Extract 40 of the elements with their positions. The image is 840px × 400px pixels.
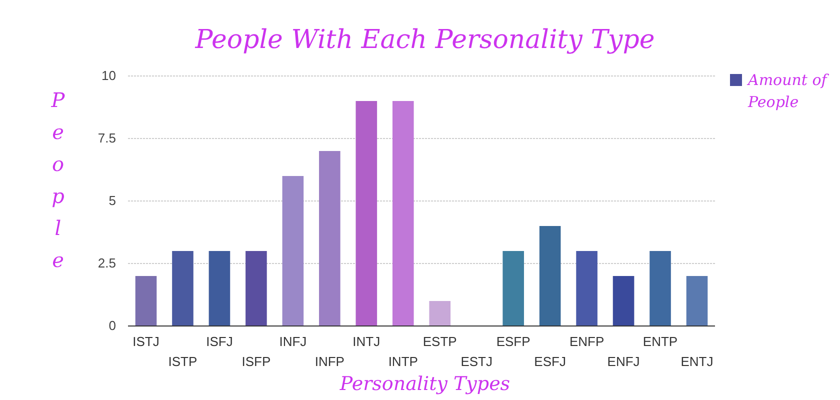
- x-tick-label: ENFJ: [607, 354, 640, 369]
- bar: [392, 101, 414, 326]
- bar: [502, 251, 524, 326]
- bar: [246, 251, 267, 326]
- y-tick-label: 5: [108, 193, 116, 208]
- bar: [356, 101, 378, 326]
- x-tick-label: INTP: [388, 354, 418, 369]
- x-tick-label: ESTP: [422, 334, 457, 349]
- bar: [208, 251, 230, 326]
- y-tick-label: 0: [108, 318, 116, 334]
- x-tick-label: ESFP: [496, 334, 530, 349]
- x-tick-label: INFP: [314, 354, 344, 369]
- bar: [319, 151, 340, 326]
- x-tick-label: ENTP: [642, 334, 678, 349]
- y-tick-label: 7.5: [98, 130, 116, 146]
- bar: [429, 301, 451, 326]
- legend-label: Amount of People: [746, 71, 830, 111]
- bar: [686, 276, 708, 326]
- x-tick-label: ENTJ: [680, 354, 714, 369]
- x-tick-label: ESFJ: [534, 354, 566, 369]
- bar: [576, 251, 598, 326]
- x-tick-label: INFJ: [279, 334, 307, 349]
- bar: [539, 226, 561, 326]
- x-tick-label: ESTJ: [460, 354, 492, 369]
- y-tick-label: 10: [102, 68, 116, 84]
- bar: [172, 251, 194, 326]
- x-tick-label: ISTJ: [132, 334, 160, 349]
- x-axis-title: Personality Types: [338, 373, 510, 395]
- bar: [282, 176, 304, 326]
- x-tick-label: ISFP: [242, 354, 271, 369]
- bar: [612, 276, 634, 326]
- x-tick-label: ISTP: [168, 354, 198, 369]
- bar: [135, 276, 157, 326]
- x-tick-label: INTJ: [352, 334, 380, 349]
- bar: [650, 251, 671, 326]
- x-tick-label: ISFJ: [206, 334, 233, 349]
- y-tick-label: 2.5: [98, 256, 116, 271]
- chart-title: People With Each Personality Type: [194, 25, 655, 55]
- y-axis-title: People: [46, 88, 70, 280]
- x-tick-label: ENFP: [569, 334, 604, 349]
